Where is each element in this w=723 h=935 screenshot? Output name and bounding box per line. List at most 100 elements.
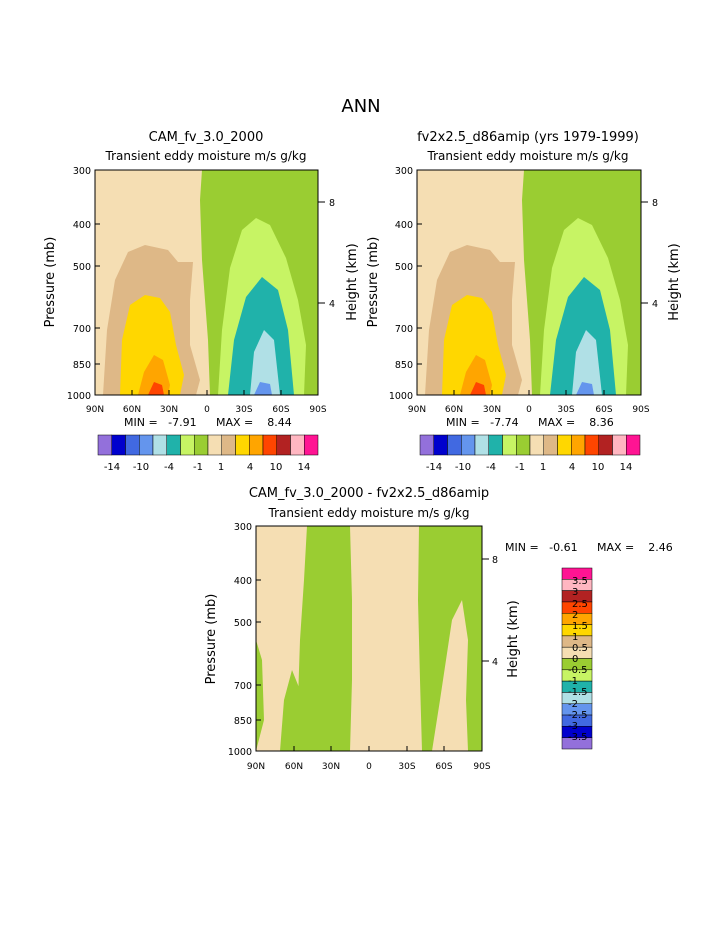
panel-b-colorbar-swatch xyxy=(447,434,462,456)
panel-c-ytick-500: 500 xyxy=(234,618,252,629)
panel-b-xtick-60n: 60N xyxy=(445,405,463,415)
panel-a-x-ticks xyxy=(94,390,319,395)
panel-c-title: CAM_fv_3.0_2000 - fv2x2.5_d86amip xyxy=(249,486,489,501)
panel-b-ytick-500: 500 xyxy=(395,262,413,273)
panel-a-ylabel: Pressure (mb) xyxy=(43,237,58,328)
panel-b-xtick-90n: 90N xyxy=(408,405,426,415)
panel-c-leg-label-5: 1.5 xyxy=(572,621,588,632)
panel-b-colorbar-swatch xyxy=(626,434,641,456)
panel-a-xtick-90n: 90N xyxy=(86,405,104,415)
panel-b-cb-label-5: 1 xyxy=(540,462,546,473)
panel-c-ylabel: Pressure (mb) xyxy=(204,594,219,685)
panel-a-rtick-4-label: 4 xyxy=(329,299,335,310)
panel-b-colorbar-swatch xyxy=(529,434,544,456)
panel-b-ylabel-right: Height (km) xyxy=(667,243,682,320)
panel-b-colorbar-swatch xyxy=(433,434,448,456)
panel-c-ytick-400: 400 xyxy=(234,576,252,587)
panel-a-colorbar-swatch xyxy=(97,434,112,456)
panel-c-rtick-4-label: 4 xyxy=(492,657,498,668)
panel-c-fill-green-north2 xyxy=(280,670,300,751)
panel-a-colorbar-swatch xyxy=(111,434,126,456)
panel-obs: fv2x2.5_d86amip (yrs 1979-1999) Transien… xyxy=(366,130,682,473)
page-title: ANN xyxy=(341,96,380,117)
panel-c-left-ticks xyxy=(256,525,261,752)
panel-b-min: MIN = -7.74 xyxy=(446,416,519,429)
panel-b-ytick-850: 850 xyxy=(395,360,413,371)
panel-b-cb-label-8: 14 xyxy=(620,462,633,473)
panel-a-cb-label-7: 10 xyxy=(270,462,283,473)
panel-a-ylabel-right: Height (km) xyxy=(345,243,360,320)
panel-b-title: fv2x2.5_d86amip (yrs 1979-1999) xyxy=(417,130,639,145)
panel-a-cb-label-6: 4 xyxy=(247,462,253,473)
panel-b-subtitle: Transient eddy moisture m/s g/kg xyxy=(427,149,629,163)
panel-a-colorbar xyxy=(97,434,319,456)
panel-c-xtick-90n: 90N xyxy=(247,762,265,772)
panel-c-min: MIN = -0.61 xyxy=(505,541,578,554)
panel-b-cb-label-2: -10 xyxy=(455,462,471,473)
panel-a-xtick-0: 0 xyxy=(204,405,210,415)
panel-b-rtick-8-label: 8 xyxy=(652,198,658,209)
panel-c-legend-swatch xyxy=(561,737,593,750)
panel-c-leg-label-13: -2.5 xyxy=(568,710,588,721)
panel-a-colorbar-swatch xyxy=(207,434,222,456)
panel-c-ytick-850: 850 xyxy=(234,716,252,727)
panel-b-fill-yellow xyxy=(442,295,506,395)
panel-a-fill-yellow xyxy=(120,295,184,395)
panel-a-colorbar-swatch xyxy=(249,434,264,456)
panel-c-leg-label-9: -0.5 xyxy=(568,665,588,676)
panel-b-colorbar-swatch xyxy=(571,434,586,456)
panel-c-leg-label-10: -1 xyxy=(568,676,578,687)
panel-model: CAM_fv_3.0_2000 Transient eddy moisture … xyxy=(43,130,360,473)
panel-a-cb-label-3: -4 xyxy=(164,462,174,473)
panel-a-cb-label-2: -10 xyxy=(133,462,149,473)
panel-b-colorbar-swatch xyxy=(419,434,434,456)
panel-c-leg-label-6: 1 xyxy=(572,632,578,643)
panel-a-colorbar-swatch xyxy=(262,434,277,456)
panel-c-xtick-30s: 30S xyxy=(398,762,415,772)
panel-a-colorbar-swatch xyxy=(152,434,167,456)
panel-c-xtick-90s: 90S xyxy=(473,762,490,772)
panel-a-colorbar-swatch xyxy=(166,434,181,456)
panel-c-fill-green-south xyxy=(418,526,482,751)
panel-c-leg-label-1: 3.5 xyxy=(572,576,588,587)
panel-c-leg-label-7: 0.5 xyxy=(572,643,588,654)
panel-c-x-ticks xyxy=(255,746,483,751)
panel-b-colorbar-swatch xyxy=(584,434,599,456)
panel-b-colorbar-swatch xyxy=(598,434,613,456)
panel-c-leg-label-2: 3 xyxy=(572,587,578,598)
panel-a-min: MIN = -7.91 xyxy=(124,416,197,429)
panel-a-fill-blue xyxy=(254,382,272,395)
panel-b-ytick-700: 700 xyxy=(395,324,413,335)
panel-b-colorbar-swatch xyxy=(557,434,572,456)
panel-a-cb-label-4: -1 xyxy=(193,462,203,473)
panel-b-cb-label-7: 10 xyxy=(592,462,605,473)
panel-a-rtick-8-label: 8 xyxy=(329,198,335,209)
panel-c-xtick-0: 0 xyxy=(366,762,372,772)
panel-a-ytick-300: 300 xyxy=(73,166,91,177)
panel-a-fill-orange xyxy=(148,382,164,395)
panel-a-ytick-500: 500 xyxy=(73,262,91,273)
panel-a-fill-light-blue xyxy=(250,330,280,395)
panel-a-xtick-30s: 30S xyxy=(235,405,252,415)
panel-a-ytick-400: 400 xyxy=(73,220,91,231)
panel-a-xtick-90s: 90S xyxy=(309,405,326,415)
panel-b-ytick-400: 400 xyxy=(395,220,413,231)
panel-c-leg-label-8: 0 xyxy=(572,654,578,665)
panel-b-fill-blue xyxy=(576,382,594,395)
panel-b-xtick-60s: 60S xyxy=(595,405,612,415)
panel-a-colorbar-swatch xyxy=(125,434,140,456)
panel-c-ytick-700: 700 xyxy=(234,681,252,692)
panel-c-leg-label-11: -1.5 xyxy=(568,687,588,698)
panel-b-colorbar-swatch xyxy=(612,434,627,456)
panel-b-xtick-30n: 30N xyxy=(483,405,501,415)
panel-b-x-ticks xyxy=(416,390,642,395)
panel-a-subtitle: Transient eddy moisture m/s g/kg xyxy=(105,149,307,163)
panel-a-cb-label-1: -14 xyxy=(104,462,120,473)
panel-b-max: MAX = 8.36 xyxy=(538,416,614,429)
panel-c-rtick-8-label: 8 xyxy=(492,555,498,566)
panel-a-colorbar-swatch xyxy=(276,434,291,456)
panel-b-colorbar-swatch xyxy=(516,434,531,456)
panel-a-colorbar-swatch xyxy=(139,434,154,456)
panel-c-fill-green-mid xyxy=(298,526,352,751)
panel-b-ylabel: Pressure (mb) xyxy=(366,237,381,328)
